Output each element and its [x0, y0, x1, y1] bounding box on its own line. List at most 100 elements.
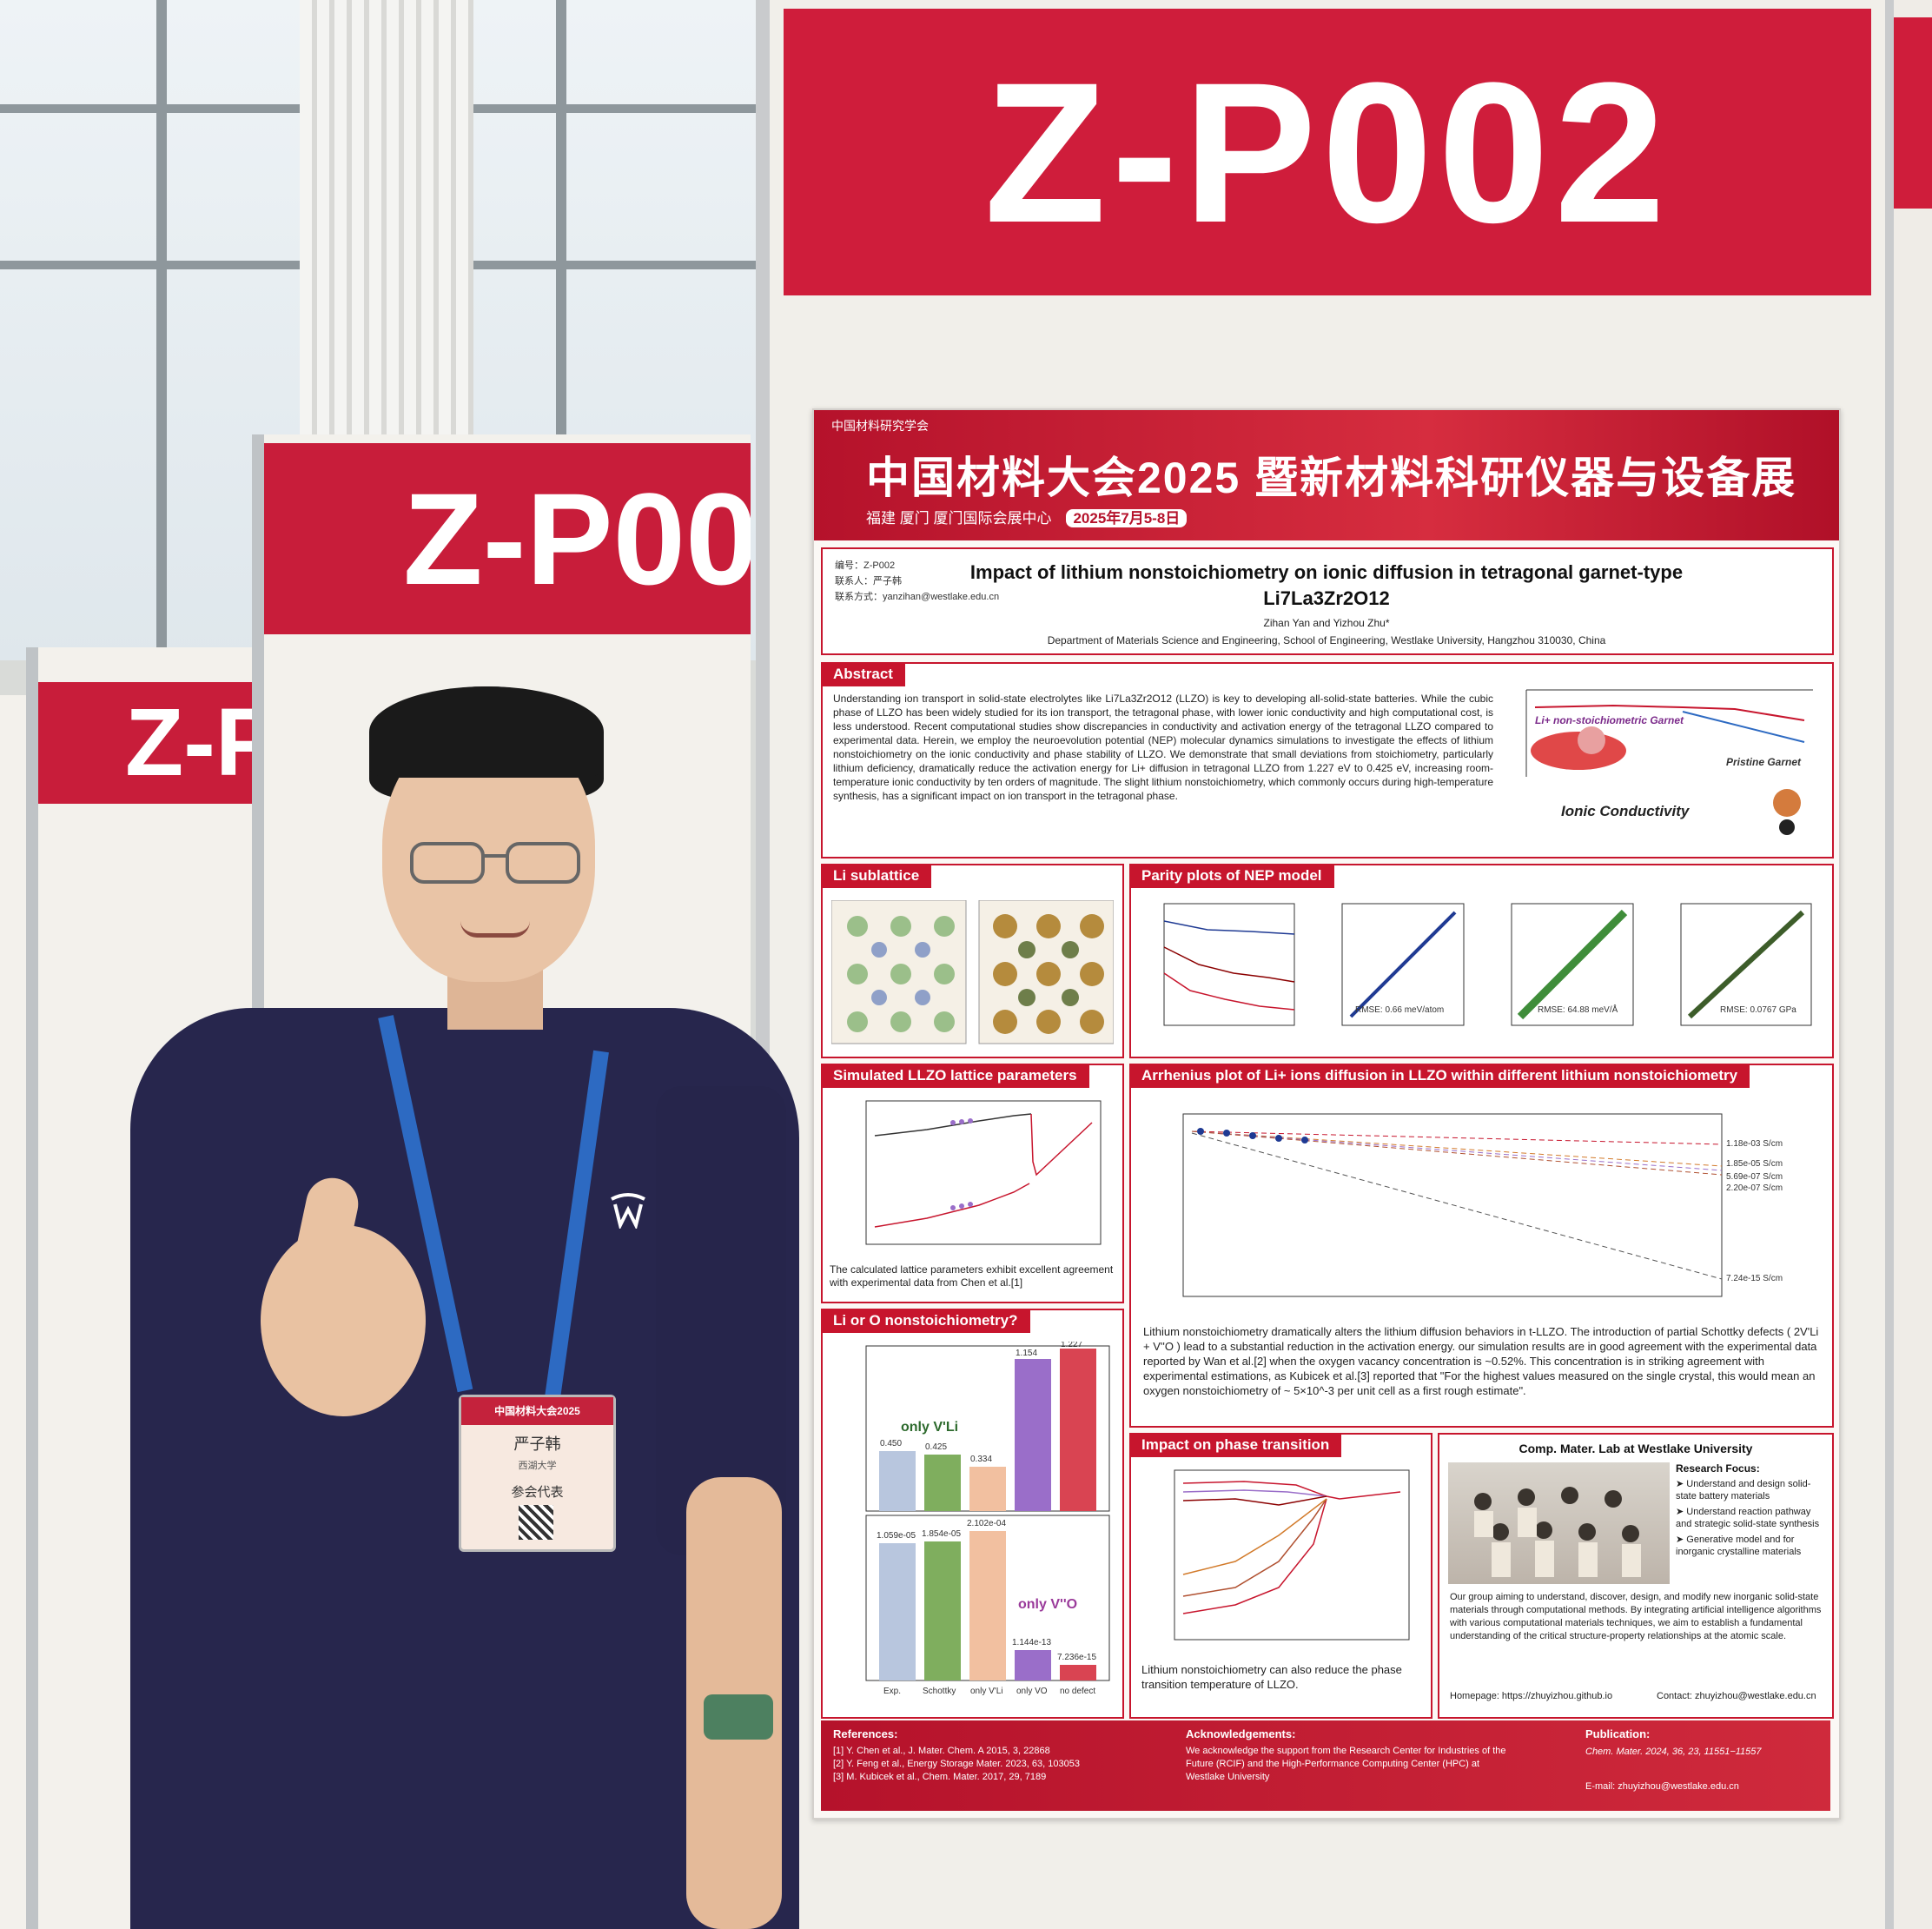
lattice-figure — [865, 1100, 1102, 1245]
conference-venue: 福建 厦门 厦门国际会展中心 2025年7月5-8日 — [866, 506, 1188, 527]
ea-value-5: 1.227 — [1061, 1342, 1082, 1349]
lab-focus-item: ➤ Understand and design solid-state batt… — [1676, 1479, 1811, 1501]
lab-photo-figures — [1474, 1487, 1641, 1577]
sigma-value-5: 7.236e-15 — [1057, 1653, 1096, 1662]
parity-rmse-stress: RMSE: 0.0767 GPa — [1720, 1005, 1796, 1015]
right-booth-edge — [1885, 0, 1932, 1929]
lab-focus-item-2: Understand reaction pathway and strategi… — [1676, 1507, 1820, 1529]
poster-meta: 编号：Z-P002 联系人：严子韩 联系方式：yanzihan@westlake… — [835, 558, 999, 605]
poster-conference-header: 中国材料研究学会 中国材料大会2025 暨新材料科研仪器与设备展 福建 厦门 厦… — [814, 410, 1839, 540]
window-mullion — [156, 0, 167, 660]
parity-heading: Parity plots of NEP model — [1129, 864, 1334, 888]
nonstoich-section: Li or O nonstoichiometry? 0.450 0.425 0.… — [821, 1309, 1124, 1719]
phase-caption: Lithium nonstoichiometry can also reduce… — [1141, 1663, 1402, 1691]
sigma-value-1: 1.059e-05 — [877, 1531, 916, 1541]
thumbs-up-hand — [261, 1225, 426, 1416]
poster-authors: Zihan Yan and Yizhou Zhu* — [1263, 617, 1390, 629]
poster-footer: References: [1] Y. Chen et al., J. Mater… — [821, 1720, 1830, 1811]
glasses-icon — [410, 842, 580, 884]
lab-title: Comp. Mater. Lab at Westlake University — [1518, 1442, 1753, 1455]
university-logo-icon — [611, 1193, 645, 1229]
toc-graphic: Li+ non-stoichiometric Garnet Pristine G… — [1509, 673, 1822, 846]
dates-text: 2025年7月5-8日 — [1066, 509, 1188, 527]
arrhenius-heading: Arrhenius plot of Li+ ions diffusion in … — [1129, 1064, 1750, 1088]
poster-email: 联系方式：yanzihan@westlake.edu.cn — [835, 592, 1000, 602]
category-3: only V'Li — [970, 1687, 1003, 1696]
toc-label-ionic: Ionic Conductivity — [1561, 803, 1690, 819]
category-5: no defect — [1060, 1687, 1095, 1696]
lab-section: Comp. Mater. Lab at Westlake University … — [1438, 1433, 1834, 1719]
poster-title-box: 编号：Z-P002 联系人：严子韩 联系方式：yanzihan@westlake… — [821, 547, 1834, 655]
lab-focus-item-1: Understand and design solid-state batter… — [1676, 1479, 1811, 1501]
parity-section: Parity plots of NEP model RMSE: 0.66 meV… — [1129, 864, 1834, 1058]
sigma-value-3: 2.102e-04 — [967, 1519, 1006, 1528]
toc-plot — [1525, 689, 1813, 835]
parity-figure: RMSE: 0.66 meV/atom RMSE: 64.88 meV/Å RM… — [1163, 903, 1812, 1026]
li-sublattice-figure — [831, 900, 1114, 1044]
lattice-section: Simulated LLZO lattice parameters The ca… — [821, 1064, 1124, 1303]
name-badge: 中国材料大会2025 严子韩 西湖大学 参会代表 — [459, 1395, 616, 1552]
badge-role: 参会代表 — [511, 1485, 564, 1500]
lab-focus-item: ➤ Understand reaction pathway and strate… — [1676, 1507, 1820, 1529]
arrhenius-cond-5: 7.24e-15 S/cm — [1726, 1274, 1783, 1283]
references-heading: References: — [833, 1727, 898, 1740]
li-sublattice-section: Li sublattice — [821, 864, 1124, 1058]
nonstoich-figure: 0.450 0.425 0.334 1.154 1.227 1.059e-05 … — [865, 1342, 1110, 1696]
reference-1: [1] Y. Chen et al., J. Mater. Chem. A 20… — [833, 1746, 1050, 1756]
ack-text: We acknowledge the support from the Rese… — [1186, 1746, 1506, 1782]
background-column — [300, 0, 473, 434]
reference-2: [2] Y. Feng et al., Energy Storage Mater… — [833, 1759, 1080, 1769]
left-booth-sign: Z-P00 — [264, 443, 751, 634]
category-2: Schottky — [923, 1687, 956, 1696]
abstract-heading: Abstract — [821, 662, 905, 686]
phase-section: Impact on phase transition Lithium nonst… — [1129, 1433, 1432, 1719]
arrhenius-figure: 1.18e-03 S/cm 1.85e-05 S/cm 5.69e-07 S/c… — [1182, 1113, 1783, 1297]
ea-value-1: 0.450 — [880, 1439, 902, 1448]
nonstoich-heading: Li or O nonstoichiometry? — [821, 1309, 1030, 1333]
toc-label-pristine: Pristine Garnet — [1726, 756, 1802, 768]
arrhenius-text: Lithium nonstoichiometry dramatically al… — [1143, 1325, 1819, 1397]
window-mullion — [556, 0, 566, 434]
right-booth-sign — [1894, 17, 1932, 209]
reference-3: [3] M. Kubicek et al., Chem. Mater. 2017… — [833, 1772, 1047, 1782]
ack-heading: Acknowledgements: — [1186, 1727, 1296, 1740]
venue-text: 福建 厦门 厦门国际会展中心 — [866, 510, 1052, 527]
poster-title: Impact of lithium nonstoichiometry on io… — [969, 561, 1684, 609]
tag-only-vli: only V'Li — [901, 1420, 959, 1435]
phase-heading: Impact on phase transition — [1129, 1433, 1342, 1457]
qr-code-icon — [519, 1505, 553, 1540]
arrhenius-cond-1: 1.18e-03 S/cm — [1726, 1139, 1783, 1149]
arrhenius-cond-2: 1.85e-05 S/cm — [1726, 1159, 1783, 1169]
poster-id: 编号：Z-P002 — [835, 560, 896, 571]
abstract-text: Understanding ion transport in solid-sta… — [833, 693, 1493, 802]
ea-value-2: 0.425 — [925, 1442, 947, 1452]
lattice-heading: Simulated LLZO lattice parameters — [821, 1064, 1089, 1088]
arrhenius-cond-4: 2.20e-07 S/cm — [1726, 1183, 1783, 1193]
pub-heading: Publication: — [1585, 1727, 1651, 1740]
conference-title: 中国材料大会2025 暨新材料科研仪器与设备展 — [866, 454, 1797, 502]
parity-rmse-energy: RMSE: 0.66 meV/atom — [1355, 1005, 1444, 1015]
poster-affiliation: Department of Materials Science and Engi… — [1047, 634, 1606, 646]
lattice-caption: The calculated lattice parameters exhibi… — [830, 1263, 1114, 1289]
lab-group-photo — [1448, 1462, 1670, 1584]
org-name: 中国材料研究学会 — [831, 419, 929, 433]
arrhenius-cond-3: 5.69e-07 S/cm — [1726, 1172, 1783, 1182]
sigma-value-4: 1.144e-13 — [1012, 1638, 1051, 1647]
ea-value-4: 1.154 — [1016, 1349, 1037, 1358]
badge-org: 西湖大学 — [518, 1461, 557, 1471]
phase-figure — [1174, 1469, 1410, 1641]
lab-focus-item: ➤ Generative model and for inorganic cry… — [1676, 1535, 1802, 1557]
lab-focus-list: ➤ Understand and design solid-state batt… — [1676, 1478, 1828, 1558]
lab-text: Our group aiming to understand, discover… — [1450, 1592, 1822, 1641]
badge-name: 严子韩 — [513, 1435, 561, 1453]
badge-header: 中国材料大会2025 — [461, 1397, 613, 1425]
tag-only-vo: only V''O — [1018, 1597, 1078, 1612]
poster: 中国材料研究学会 中国材料大会2025 暨新材料科研仪器与设备展 福建 厦门 厦… — [812, 408, 1841, 1820]
edge-booth-panel — [0, 695, 26, 1929]
lab-focus-heading: Research Focus: — [1676, 1462, 1760, 1475]
sigma-value-2: 1.854e-05 — [922, 1529, 961, 1539]
lab-focus-item-3: Generative model and for inorganic cryst… — [1676, 1535, 1802, 1557]
references-list: [1] Y. Chen et al., J. Mater. Chem. A 20… — [833, 1745, 1080, 1784]
pub-text: Chem. Mater. 2024, 36, 23, 11551−11557 — [1585, 1747, 1762, 1757]
footer-email: E-mail: zhuyizhou@westlake.edu.cn — [1585, 1781, 1739, 1792]
